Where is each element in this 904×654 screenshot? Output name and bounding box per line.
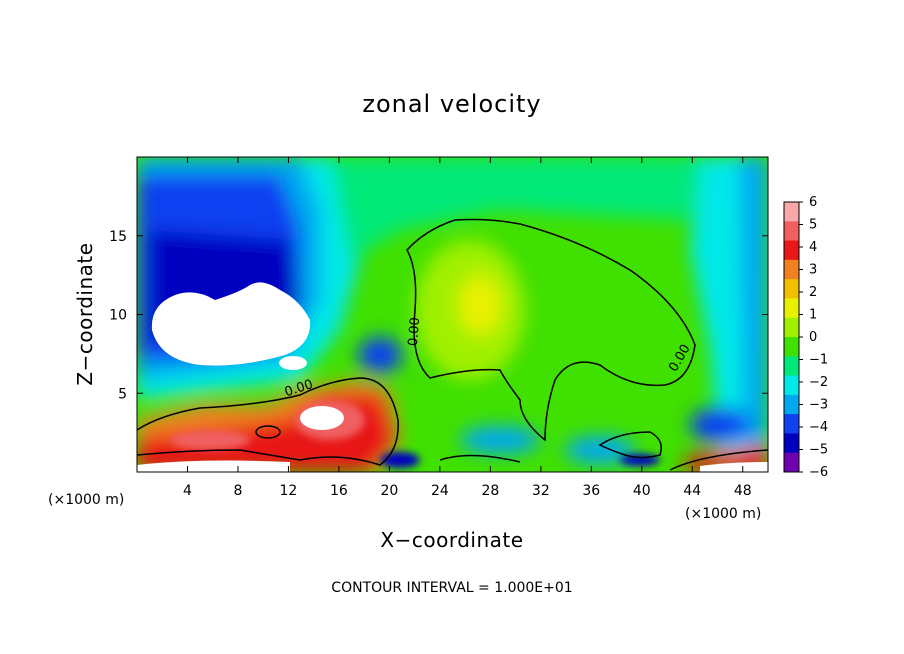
colorbar-swatch — [784, 317, 799, 338]
x-tick-label: 24 — [431, 483, 449, 499]
x-axis-label: X−coordinate — [380, 528, 523, 552]
colorbar-swatch — [784, 298, 799, 319]
y-tick-label: 15 — [109, 229, 127, 245]
colorbar-swatch — [784, 337, 799, 357]
x-axis-ticks: 4 8 12 16 20 24 28 32 36 40 44 48 — [183, 157, 752, 499]
y-axis-ticks: 5 10 15 — [109, 229, 768, 402]
colorbar-label: −1 — [809, 353, 828, 368]
colorbar-swatch — [784, 394, 799, 415]
colorbar-label: −3 — [809, 398, 828, 413]
contour-interval-note: CONTOUR INTERVAL = 1.000E+01 — [331, 580, 572, 596]
colorbar-swatch — [784, 259, 799, 280]
contour-label: 0.00 — [406, 317, 423, 347]
colorbar-swatch — [784, 356, 799, 377]
x-tick-label: 48 — [734, 483, 752, 499]
colorbar-swatch — [784, 221, 799, 242]
colorbar-label: −2 — [809, 375, 828, 390]
colorbar-swatch — [784, 240, 799, 261]
colorbar: 6 5 4 3 2 1 0 −1 −2 −3 −4 −5 −6 — [783, 195, 828, 480]
x-tick-label: 20 — [380, 483, 398, 499]
x-tick-label: 40 — [633, 483, 651, 499]
x-tick-label: 12 — [280, 483, 298, 499]
x-tick-label: 36 — [582, 483, 600, 499]
chart-title: zonal velocity — [362, 90, 541, 118]
colorbar-swatch — [784, 279, 799, 299]
colorbar-label: −5 — [809, 443, 828, 458]
colorbar-label: 2 — [809, 285, 817, 300]
colorbar-swatch — [784, 414, 799, 434]
zero-contour-main — [406, 218, 696, 442]
colorbar-swatch — [784, 433, 799, 454]
x-unit-left: (×1000 m) — [48, 492, 124, 508]
x-tick-label: 28 — [481, 483, 499, 499]
colorbar-swatch — [784, 375, 799, 396]
zero-contour-lower — [137, 377, 399, 466]
colorbar-label: −6 — [809, 465, 828, 480]
colorbar-label: 5 — [809, 218, 817, 233]
colorbar-label: 4 — [809, 240, 817, 255]
x-tick-label: 44 — [683, 483, 701, 499]
colorbar-swatch — [784, 202, 799, 222]
colorbar-label: 0 — [809, 330, 817, 345]
colorbar-label: 1 — [809, 308, 817, 323]
colorbar-label: 3 — [809, 263, 817, 278]
heatmap-field: 0.00 0.00 0.00 — [137, 157, 768, 472]
x-tick-label: 32 — [532, 483, 550, 499]
x-tick-label: 4 — [183, 483, 192, 499]
colorbar-swatch — [784, 452, 799, 473]
y-tick-label: 10 — [109, 308, 127, 324]
y-tick-label: 5 — [118, 386, 127, 402]
colorbar-label: −4 — [809, 420, 828, 435]
x-tick-label: 8 — [233, 483, 242, 499]
colorbar-label: 6 — [809, 195, 817, 210]
x-unit-right: (×1000 m) — [685, 506, 761, 522]
y-axis-label: Z−coordinate — [73, 242, 97, 385]
x-tick-label: 16 — [330, 483, 348, 499]
